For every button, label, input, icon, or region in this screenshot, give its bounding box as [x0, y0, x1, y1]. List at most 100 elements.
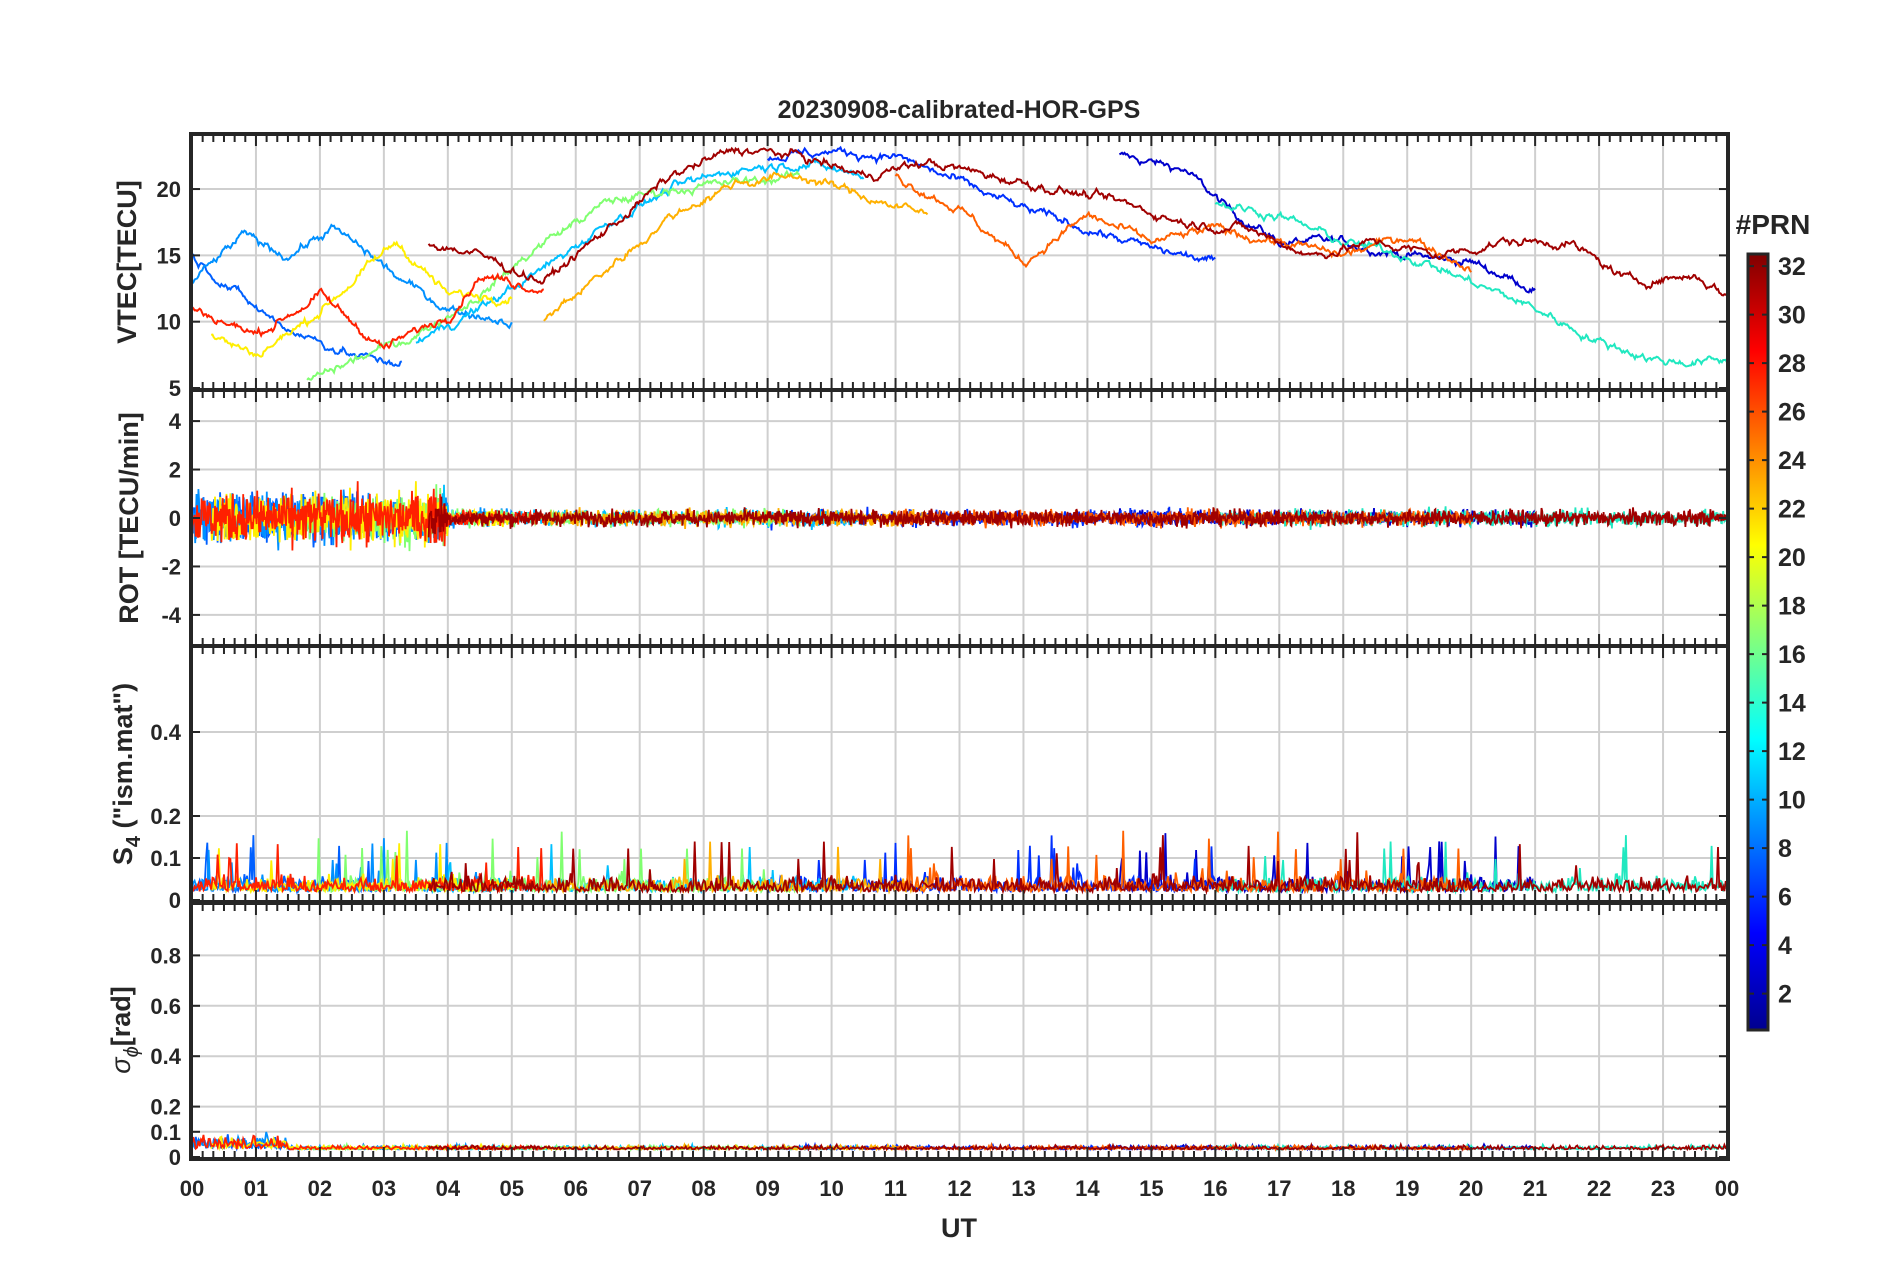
y-tick-label: 0: [169, 1145, 181, 1170]
x-tick-label: 13: [1011, 1176, 1035, 1201]
rot-ticks: -4 -2 0 2 4: [161, 392, 1728, 644]
sigphi-series: [192, 1131, 1727, 1152]
colorbar-tick-label: 26: [1778, 399, 1806, 427]
x-tick-label: 23: [1651, 1176, 1675, 1201]
x-tick-label: 16: [1203, 1176, 1227, 1201]
y-tick-label: 0: [169, 888, 181, 913]
x-tick-label: 05: [500, 1176, 524, 1201]
x-tick-label: 19: [1395, 1176, 1419, 1201]
x-tick-label: 07: [627, 1176, 651, 1201]
colorbar-gradient: [1746, 252, 1770, 1032]
y-tick-label: -4: [161, 603, 181, 628]
x-axis-label: UT: [941, 1213, 977, 1243]
colorbar-tick-label: 24: [1778, 447, 1806, 475]
sigphi-grid: [192, 905, 1727, 1157]
rot-series: [192, 481, 1727, 552]
vtec-line-prn-17: [306, 169, 800, 381]
vtec-line-prn-9: [192, 223, 513, 330]
y-tick-label: 0.1: [150, 846, 181, 871]
colorbar-title: #PRN: [1736, 209, 1811, 240]
s4-line-prn-31: [427, 832, 1727, 896]
rot-line-prn-31: [427, 496, 1727, 538]
colorbar-tick-label: 18: [1778, 593, 1806, 621]
vtec-ylabel: VTEC[TECU]: [112, 180, 142, 344]
x-tick-label: 21: [1523, 1176, 1547, 1201]
x-tick-label: 17: [1267, 1176, 1291, 1201]
vtec-ticks: 5 10 15 20: [157, 136, 1728, 401]
colorbar-tick-label: 8: [1778, 835, 1792, 863]
s4-ylabel-sub: 4: [123, 835, 145, 847]
sigphi-line-prn-31: [427, 1141, 1727, 1152]
sigphi-ylabel: σϕ[rad]: [106, 986, 143, 1073]
vtec-line-prn-28: [192, 272, 545, 350]
y-tick-label: 0.8: [150, 943, 181, 968]
y-tick-label: 0.1: [150, 1120, 181, 1145]
colorbar-tick-label: 30: [1778, 302, 1806, 330]
y-tick-label: 5: [169, 376, 181, 401]
x-tick-label: 14: [1075, 1176, 1100, 1201]
y-tick-label: -2: [161, 554, 181, 579]
sigphi-ylabel-sub: ϕ: [121, 1046, 143, 1057]
s4-ylabel: S4 ("ism.mat"): [108, 683, 145, 865]
x-tick-label: 22: [1587, 1176, 1611, 1201]
x-tick-label: 08: [691, 1176, 715, 1201]
colorbar-tick-label: 20: [1778, 544, 1806, 572]
colorbar-tick-label: 2: [1778, 981, 1792, 1009]
x-tick-label: 11: [884, 1176, 907, 1201]
s4-series: [192, 830, 1727, 896]
y-tick-label: 0.4: [150, 720, 181, 745]
sigphi-line-prn-28: [192, 1134, 544, 1152]
x-tick-label: 10: [819, 1176, 843, 1201]
sigphi-axes-box: [189, 901, 1730, 1161]
x-tick-label: 20: [1459, 1176, 1483, 1201]
vtec-line-prn-7: [192, 253, 403, 367]
s4-ticks: 0 0.1 0.2 0.4: [150, 648, 1728, 913]
panel-s4: 0 0.1 0.2 0.4 S4 ("ism.mat"): [108, 644, 1730, 913]
chart-title: 20230908-calibrated-HOR-GPS: [778, 96, 1141, 124]
s4-ylabel-main: S: [108, 847, 138, 865]
s4-grid: [192, 648, 1727, 900]
x-tick-label: 15: [1139, 1176, 1163, 1201]
x-tick-label: 12: [947, 1176, 971, 1201]
y-tick-label: 0.4: [150, 1044, 181, 1069]
rot-ylabel: ROT [TECU/min]: [114, 412, 144, 623]
x-tick-labels: 00 01 02 03 04 05 06 07 08 09 10 11 12 13 14 15 16 17 18 19…: [180, 1176, 1739, 1201]
y-tick-label: 0.2: [150, 1095, 181, 1120]
colorbar-tick-label: 28: [1778, 350, 1806, 378]
sigphi-ylabel-main: σ: [106, 1056, 136, 1074]
x-tick-label: 03: [372, 1176, 396, 1201]
y-tick-label: 0.2: [150, 804, 181, 829]
x-tick-label: 01: [244, 1176, 268, 1201]
y-tick-label: 15: [157, 243, 181, 268]
y-tick-label: 4: [169, 409, 182, 434]
x-tick-label: 00: [180, 1176, 204, 1201]
y-tick-label: 0: [169, 506, 181, 531]
panel-rot: -4 -2 0 2 4 ROT [TECU/min]: [114, 388, 1730, 648]
x-tick-label: 09: [755, 1176, 779, 1201]
panel-sigphi: 00.10.2 0.4 0.6 0.8 σϕ[rad]: [106, 901, 1730, 1170]
x-tick-label: 04: [436, 1176, 461, 1201]
colorbar-tick-label: 32: [1778, 253, 1806, 281]
vtec-grid: [192, 136, 1727, 388]
colorbar-tick-label: 12: [1778, 738, 1806, 766]
colorbar-tick-label: 22: [1778, 496, 1806, 524]
x-tick-label: 06: [564, 1176, 588, 1201]
vtec-line-prn-31: [427, 146, 1727, 297]
s4-ylabel-rest: ("ism.mat"): [108, 683, 138, 836]
vtec-series: [192, 145, 1727, 381]
vtec-line-prn-20: [210, 240, 513, 358]
y-tick-label: 10: [157, 310, 181, 335]
colorbar-tick-label: 6: [1778, 884, 1792, 912]
colorbar-tick-label: 16: [1778, 641, 1806, 669]
vtec-line-prn-11: [415, 156, 865, 344]
vtec-line-prn-2: [1118, 151, 1536, 294]
sigphi-ticks: 00.10.2 0.4 0.6 0.8: [150, 905, 1728, 1170]
y-tick-label: 0.6: [150, 994, 181, 1019]
x-tick-label: 18: [1331, 1176, 1355, 1201]
vtec-line-prn-5: [766, 145, 1216, 263]
panel-vtec: 5 10 15 20 VTEC[TECU]: [112, 132, 1730, 401]
sigphi-ylabel-rest: [rad]: [106, 986, 136, 1046]
x-tick-label: 02: [308, 1176, 332, 1201]
